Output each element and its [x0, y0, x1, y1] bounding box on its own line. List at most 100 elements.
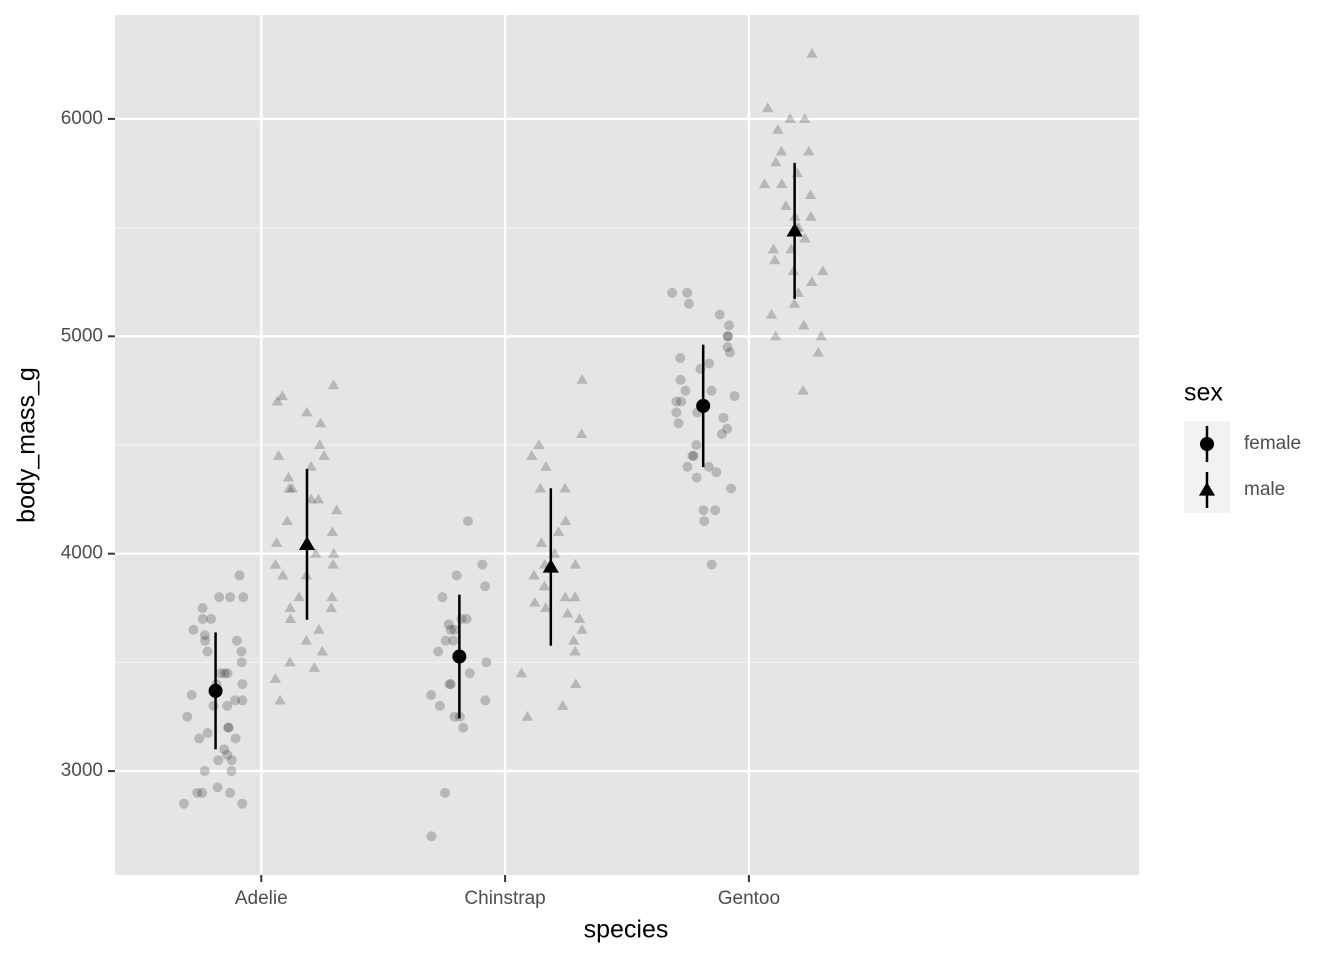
raw-point	[182, 711, 193, 722]
raw-point	[305, 493, 317, 504]
y-axis-title: body_mass_g	[13, 367, 41, 523]
raw-point	[445, 679, 456, 690]
raw-point	[276, 390, 289, 401]
raw-point	[286, 482, 298, 493]
y-tick-label: 3000	[61, 760, 103, 781]
raw-point	[569, 678, 582, 689]
raw-point	[230, 733, 241, 744]
raw-point	[675, 374, 686, 385]
raw-point	[481, 657, 492, 668]
y-tick-label: 4000	[61, 543, 103, 564]
raw-point	[444, 679, 455, 690]
raw-point	[449, 624, 460, 635]
mean-point	[542, 558, 559, 573]
raw-point	[806, 47, 818, 58]
raw-point	[576, 624, 588, 634]
raw-point	[699, 516, 710, 527]
raw-point	[711, 467, 722, 478]
raw-point	[231, 635, 242, 646]
raw-point	[815, 330, 827, 341]
raw-point	[798, 319, 810, 330]
raw-point	[561, 607, 574, 618]
raw-point	[788, 297, 801, 308]
raw-point	[683, 298, 694, 309]
raw-point	[573, 613, 586, 623]
raw-point	[301, 406, 313, 417]
raw-point	[529, 596, 541, 607]
raw-point	[314, 417, 327, 428]
raw-point	[806, 276, 818, 286]
raw-point	[775, 145, 788, 156]
raw-point	[673, 418, 684, 429]
raw-point	[691, 472, 702, 483]
raw-point	[758, 178, 771, 189]
raw-point	[671, 407, 682, 418]
raw-point	[199, 766, 210, 777]
raw-point	[805, 210, 817, 221]
raw-point	[575, 428, 588, 439]
raw-point	[458, 722, 469, 733]
y-tick-label: 5000	[61, 325, 103, 346]
raw-point	[225, 787, 236, 798]
raw-point	[539, 602, 552, 613]
raw-point	[293, 591, 305, 602]
raw-point	[525, 450, 538, 460]
raw-point	[761, 102, 774, 113]
raw-point	[437, 592, 448, 603]
x-tick-label: Chinstrap	[464, 888, 545, 909]
raw-point	[480, 695, 491, 706]
raw-point	[330, 504, 343, 515]
raw-point	[197, 603, 208, 614]
raw-point	[194, 733, 205, 744]
raw-point	[326, 591, 338, 602]
raw-point	[803, 145, 815, 156]
legend-title: sex	[1184, 379, 1223, 407]
raw-point	[769, 330, 782, 341]
raw-point	[222, 700, 233, 711]
raw-point	[284, 656, 296, 667]
raw-point	[274, 694, 286, 705]
raw-point	[691, 440, 702, 450]
raw-point	[222, 668, 233, 679]
raw-point	[305, 460, 317, 471]
raw-point	[535, 537, 548, 547]
legend-key-point	[1198, 481, 1216, 496]
raw-point	[313, 439, 326, 450]
raw-point	[559, 482, 571, 493]
raw-point	[448, 635, 459, 646]
raw-point	[784, 113, 796, 123]
raw-point	[559, 591, 571, 602]
raw-point	[726, 483, 737, 494]
raw-point	[234, 570, 245, 581]
legend-key-point	[1200, 437, 1214, 451]
raw-point	[237, 798, 248, 809]
raw-point	[225, 592, 236, 603]
raw-point	[269, 672, 282, 683]
raw-point	[236, 646, 247, 657]
raw-point	[281, 515, 293, 526]
raw-point	[722, 342, 733, 353]
raw-point	[213, 755, 224, 766]
raw-point	[237, 695, 248, 706]
raw-point	[219, 668, 230, 679]
raw-point	[716, 429, 727, 440]
raw-point	[515, 667, 528, 678]
raw-point	[533, 439, 545, 450]
legend-label: male	[1244, 479, 1285, 500]
raw-point	[675, 353, 686, 364]
raw-point	[799, 232, 811, 243]
raw-point	[780, 200, 792, 210]
raw-point	[714, 309, 725, 320]
raw-point	[688, 450, 699, 461]
raw-point	[461, 613, 472, 624]
raw-point	[722, 423, 733, 434]
raw-point	[797, 384, 809, 395]
raw-point	[326, 526, 339, 536]
raw-point	[698, 505, 709, 516]
raw-point	[272, 450, 285, 460]
raw-point	[200, 635, 211, 646]
raw-point	[769, 254, 781, 265]
mean-point	[452, 649, 467, 664]
raw-point	[192, 787, 203, 798]
raw-point	[300, 634, 313, 645]
